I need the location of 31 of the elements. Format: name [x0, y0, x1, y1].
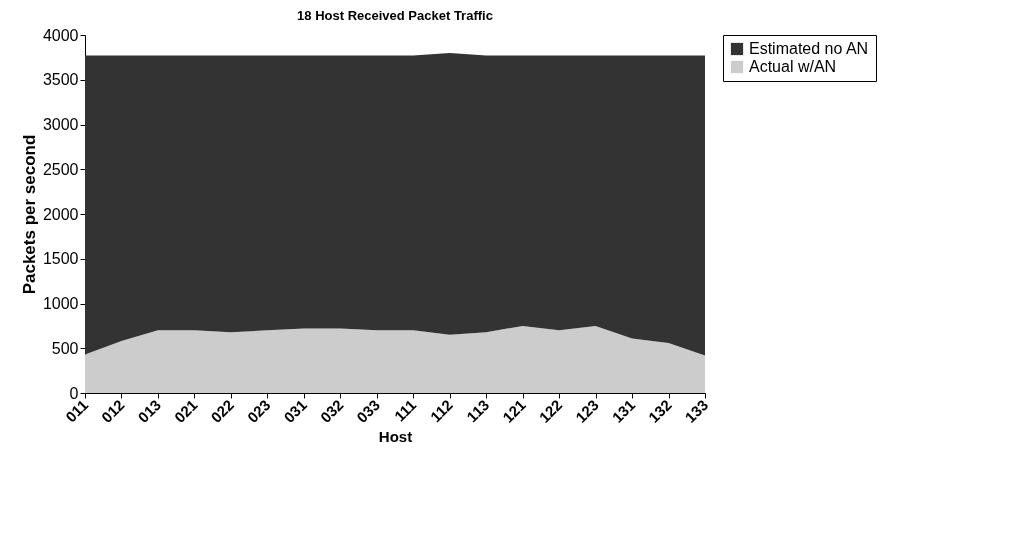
x-tick-label: 033 — [353, 396, 383, 426]
x-tick-label: 022 — [207, 396, 238, 426]
x-tick-label: 131 — [608, 396, 639, 426]
y-tick-label: 500 — [51, 339, 79, 357]
y-axis-title: Packets per second — [19, 134, 39, 295]
x-tick-label: 132 — [644, 396, 675, 426]
x-tick-label: 012 — [97, 396, 128, 426]
y-tick-label: 0 — [69, 384, 79, 402]
y-tick-label: 3000 — [42, 116, 79, 133]
x-tick-label: 133 — [681, 396, 712, 426]
x-tick-label: 112 — [426, 396, 456, 426]
x-tick-label: 122 — [535, 396, 566, 426]
y-tick-label: 2500 — [42, 160, 79, 178]
y-tick-label: 3500 — [42, 71, 79, 89]
x-tick-label: 021 — [170, 396, 201, 426]
chart-title: 18 Host Received Packet Traffic — [297, 8, 493, 23]
x-tick-label: 121 — [499, 396, 529, 426]
x-tick-label: 032 — [316, 396, 347, 426]
x-tick-label: 023 — [243, 396, 274, 426]
y-tick-label: 4000 — [42, 26, 79, 44]
x-tick-label: 111 — [390, 396, 420, 425]
x-tick-label: 123 — [572, 396, 602, 426]
legend-label: Estimated no AN — [749, 40, 869, 57]
legend-label: Actual w/AN — [749, 58, 837, 75]
x-tick-label: 013 — [134, 396, 165, 426]
x-tick-label: 113 — [463, 396, 493, 426]
x-axis-title: Host — [378, 427, 413, 445]
y-tick-label: 1500 — [42, 250, 79, 268]
y-tick-label: 1000 — [42, 295, 79, 312]
y-tick-label: 2000 — [42, 205, 79, 223]
x-tick-label: 031 — [280, 396, 310, 426]
